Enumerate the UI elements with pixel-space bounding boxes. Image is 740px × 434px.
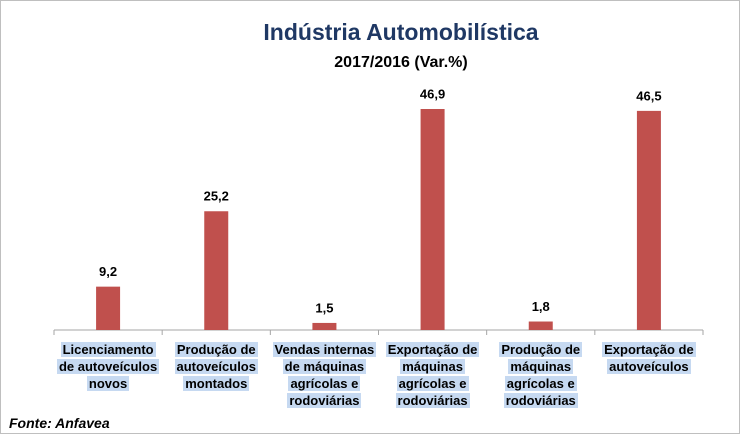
x-tick-label: Licenciamento de autoveículos novos	[56, 342, 160, 391]
value-label: 46,9	[420, 86, 445, 101]
category-label-box: Licenciamento de autoveículos novos	[56, 341, 160, 392]
source: Fonte: Anfavea	[9, 415, 110, 431]
bar	[528, 321, 553, 330]
value-label: 1,5	[315, 300, 333, 315]
bar	[420, 109, 445, 330]
category-label-box: Vendas internas de máquinas agrícolas e …	[272, 341, 377, 409]
value-label: 1,8	[532, 299, 550, 314]
x-tick-label: Produção de máquinas agrícolas e rodoviá…	[499, 342, 583, 408]
bar	[204, 211, 229, 330]
category-label-box: Exportação de autoveículos	[597, 341, 701, 375]
value-label: 25,2	[204, 189, 229, 204]
x-tick-label: Vendas internas de máquinas agrícolas e …	[272, 342, 377, 408]
category-label-box: Exportação de máquinas agrícolas e rodov…	[381, 341, 485, 409]
chart-title: Indústria Automobilística	[263, 19, 538, 45]
x-tick-label: Exportação de autoveículos	[602, 342, 696, 374]
bar	[312, 322, 337, 330]
bar	[96, 286, 121, 330]
value-label: 9,2	[99, 264, 117, 279]
category-label-box: Produção de máquinas agrícolas e rodoviá…	[489, 341, 593, 409]
chart-subtitle: 2017/2016 (Var.%)	[334, 54, 467, 71]
category-label-box: Produção de autoveículos montados	[164, 341, 268, 392]
bar	[636, 110, 661, 331]
x-tick-label: Produção de autoveículos montados	[174, 342, 258, 391]
value-label: 46,5	[636, 88, 661, 103]
x-tick-label: Exportação de máquinas agrícolas e rodov…	[385, 342, 480, 408]
